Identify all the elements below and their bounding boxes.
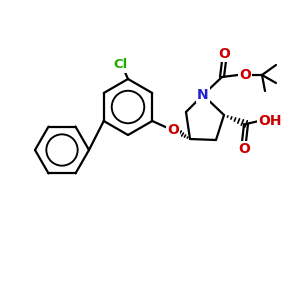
Text: Cl: Cl [113,58,127,71]
Text: OH: OH [258,114,282,128]
Text: N: N [197,88,209,102]
Text: O: O [167,123,179,137]
Text: O: O [238,142,250,156]
Text: O: O [218,47,230,61]
Text: O: O [239,68,251,82]
